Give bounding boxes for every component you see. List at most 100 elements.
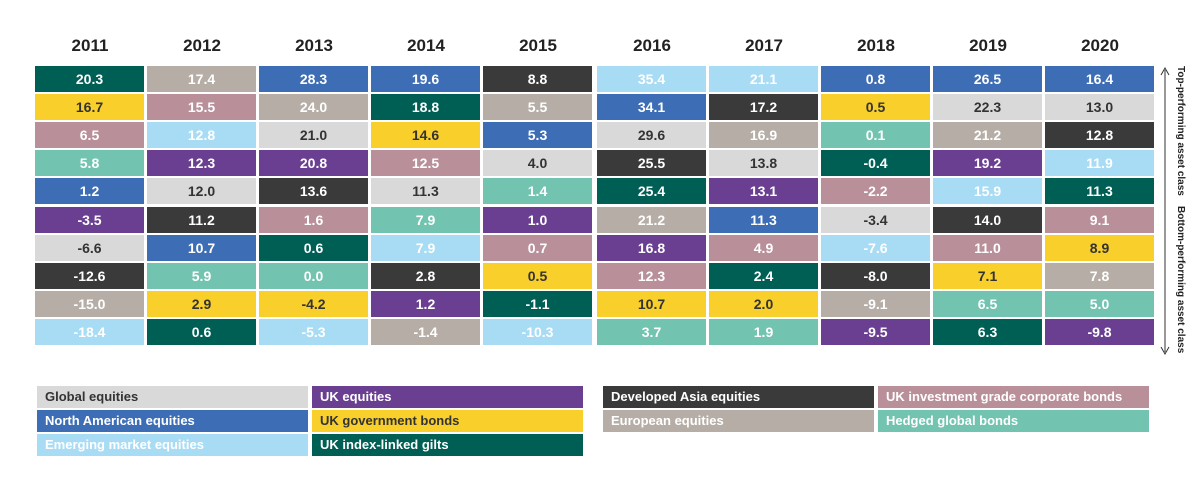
cell-2014-rank-9: 1.2	[371, 290, 480, 317]
cell-2019-rank-2: 22.3	[933, 94, 1042, 121]
ranking-arrow	[1160, 66, 1170, 356]
cell-2017-rank-4: 13.8	[709, 150, 818, 177]
year-header-2019: 2019	[969, 36, 1007, 55]
cell-2020-rank-5: 11.3	[1045, 178, 1154, 205]
cell-2015-rank-4: 4.0	[483, 150, 592, 177]
cell-2017-rank-8: 2.4	[709, 262, 818, 289]
cell-2017-rank-6: 11.3	[709, 206, 818, 233]
cell-2014-rank-8: 2.8	[371, 262, 480, 289]
year-header-2013: 2013	[295, 36, 333, 55]
cell-2015-rank-9: -1.1	[483, 290, 592, 317]
year-header-2018: 2018	[857, 36, 895, 55]
cell-2019-rank-9: 6.5	[933, 290, 1042, 317]
legend-item-ukgb: UK government bonds	[312, 410, 583, 432]
cell-2013-rank-8: 0.0	[259, 262, 368, 289]
legend-item-ge: Global equities	[37, 386, 308, 408]
cell-2011-rank-3: 6.5	[35, 122, 144, 149]
cell-2013-rank-9: -4.2	[259, 290, 368, 317]
cell-2012-rank-1: 17.4	[147, 66, 256, 92]
legend-item-uke: UK equities	[312, 386, 583, 408]
cell-2018-rank-2: 0.5	[821, 94, 930, 121]
cell-2011-rank-2: 16.7	[35, 94, 144, 121]
cell-2012-rank-4: 12.3	[147, 150, 256, 177]
cell-2016-rank-10: 3.7	[597, 318, 706, 345]
year-header-2015: 2015	[519, 36, 557, 55]
cell-2015-rank-5: 1.4	[483, 178, 592, 205]
cell-2011-rank-1: 20.3	[35, 66, 144, 92]
legend-item-em: Emerging market equities	[37, 434, 308, 456]
year-header-2011: 2011	[71, 36, 109, 55]
cell-2019-rank-1: 26.5	[933, 66, 1042, 92]
cell-2017-rank-7: 4.9	[709, 234, 818, 261]
cell-2018-rank-3: 0.1	[821, 122, 930, 149]
cell-2015-rank-3: 5.3	[483, 122, 592, 149]
year-header-2020: 2020	[1081, 36, 1119, 55]
cell-2019-rank-3: 21.2	[933, 122, 1042, 149]
cell-2013-rank-1: 28.3	[259, 66, 368, 92]
cell-2015-rank-8: 0.5	[483, 262, 592, 289]
cell-2015-rank-10: -10.3	[483, 318, 592, 345]
cell-2017-rank-9: 2.0	[709, 290, 818, 317]
year-header-2012: 2012	[183, 36, 221, 55]
cell-2019-rank-5: 15.9	[933, 178, 1042, 205]
legend-item-da: Developed Asia equities	[603, 386, 874, 408]
cell-2020-rank-2: 13.0	[1045, 94, 1154, 121]
cell-2017-rank-3: 16.9	[709, 122, 818, 149]
legend-item-na: North American equities	[37, 410, 308, 432]
cell-2018-rank-4: -0.4	[821, 150, 930, 177]
cell-2012-rank-9: 2.9	[147, 290, 256, 317]
cell-2016-rank-5: 25.4	[597, 178, 706, 205]
cell-2020-rank-9: 5.0	[1045, 290, 1154, 317]
cell-2016-rank-2: 34.1	[597, 94, 706, 121]
cell-2020-rank-8: 7.8	[1045, 262, 1154, 289]
cell-2015-rank-2: 5.5	[483, 94, 592, 121]
year-header-2014: 2014	[407, 36, 445, 55]
cell-2016-rank-8: 12.3	[597, 262, 706, 289]
legend-item-ukig: UK investment grade corporate bonds	[878, 386, 1149, 408]
cell-2014-rank-4: 12.5	[371, 150, 480, 177]
cell-2017-rank-2: 17.2	[709, 94, 818, 121]
legend-item-ukil: UK index-linked gilts	[312, 434, 583, 456]
cell-2015-rank-6: 1.0	[483, 206, 592, 233]
cell-2018-rank-8: -8.0	[821, 262, 930, 289]
cell-2011-rank-9: -15.0	[35, 290, 144, 317]
cell-2011-rank-4: 5.8	[35, 150, 144, 177]
legend-item-eu: European equities	[603, 410, 874, 432]
year-header-2016: 2016	[633, 36, 671, 55]
cell-2019-rank-10: 6.3	[933, 318, 1042, 345]
cell-2017-rank-10: 1.9	[709, 318, 818, 345]
cell-2011-rank-10: -18.4	[35, 318, 144, 345]
cell-2014-rank-7: 7.9	[371, 234, 480, 261]
cell-2020-rank-10: -9.8	[1045, 318, 1154, 345]
cell-2013-rank-10: -5.3	[259, 318, 368, 345]
cell-2012-rank-5: 12.0	[147, 178, 256, 205]
cell-2020-rank-1: 16.4	[1045, 66, 1154, 92]
cell-2016-rank-9: 10.7	[597, 290, 706, 317]
cell-2012-rank-7: 10.7	[147, 234, 256, 261]
cell-2014-rank-3: 14.6	[371, 122, 480, 149]
cell-2019-rank-6: 14.0	[933, 206, 1042, 233]
cell-2013-rank-5: 13.6	[259, 178, 368, 205]
cell-2012-rank-2: 15.5	[147, 94, 256, 121]
cell-2011-rank-6: -3.5	[35, 206, 144, 233]
cell-2016-rank-3: 29.6	[597, 122, 706, 149]
cell-2019-rank-4: 19.2	[933, 150, 1042, 177]
cell-2013-rank-2: 24.0	[259, 94, 368, 121]
cell-2014-rank-5: 11.3	[371, 178, 480, 205]
cell-2012-rank-3: 12.8	[147, 122, 256, 149]
cell-2011-rank-5: 1.2	[35, 178, 144, 205]
year-header-2017: 2017	[745, 36, 783, 55]
cell-2015-rank-7: 0.7	[483, 234, 592, 261]
cell-2018-rank-10: -9.5	[821, 318, 930, 345]
cell-2013-rank-4: 20.8	[259, 150, 368, 177]
top-performing-label: Top-performing asset class	[1175, 66, 1186, 196]
cell-2020-rank-4: 11.9	[1045, 150, 1154, 177]
cell-2017-rank-5: 13.1	[709, 178, 818, 205]
bottom-performing-label: Bottom-performing asset class	[1175, 206, 1186, 354]
cell-2016-rank-6: 21.2	[597, 206, 706, 233]
cell-2015-rank-1: 8.8	[483, 66, 592, 92]
cell-2016-rank-7: 16.8	[597, 234, 706, 261]
cell-2014-rank-10: -1.4	[371, 318, 480, 345]
cell-2016-rank-4: 25.5	[597, 150, 706, 177]
cell-2018-rank-9: -9.1	[821, 290, 930, 317]
